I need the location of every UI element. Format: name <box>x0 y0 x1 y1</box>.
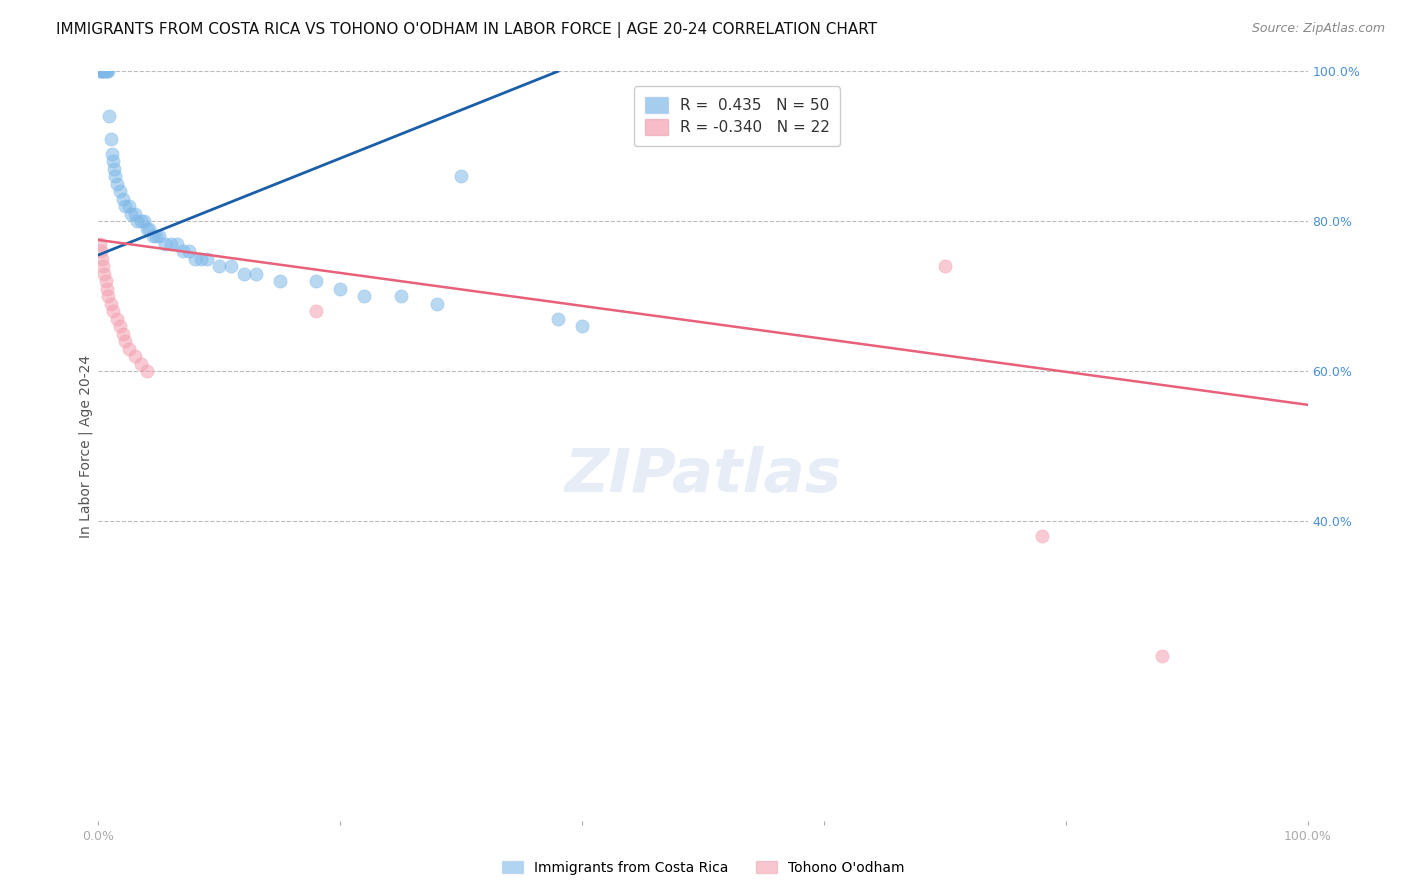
Point <box>101 304 124 318</box>
Point <box>305 304 328 318</box>
Point <box>100 146 122 161</box>
Point <box>134 214 156 228</box>
Point <box>91 259 114 273</box>
Point <box>124 207 146 221</box>
Point <box>101 154 124 169</box>
Point <box>571 319 593 334</box>
Point <box>114 199 136 213</box>
Point <box>91 64 114 78</box>
Point <box>195 252 218 266</box>
Point <box>166 236 188 251</box>
Point <box>91 252 114 266</box>
Point <box>108 319 131 334</box>
Point <box>94 64 117 78</box>
Point <box>934 259 956 273</box>
Point <box>389 289 412 303</box>
Point <box>93 267 115 281</box>
Point <box>135 364 157 378</box>
Point <box>329 282 352 296</box>
Point <box>353 289 375 303</box>
Point <box>269 274 291 288</box>
Point <box>89 64 111 78</box>
Point <box>111 326 134 341</box>
Point <box>90 244 112 259</box>
Point <box>1031 529 1053 543</box>
Point <box>450 169 472 184</box>
Point <box>97 289 120 303</box>
Point <box>120 207 142 221</box>
Point <box>208 259 231 273</box>
Point <box>129 214 152 228</box>
Text: Source: ZipAtlas.com: Source: ZipAtlas.com <box>1251 22 1385 36</box>
Point <box>127 214 149 228</box>
Text: ZIPatlas: ZIPatlas <box>564 447 842 506</box>
Point <box>145 229 167 244</box>
Text: IMMIGRANTS FROM COSTA RICA VS TOHONO O'ODHAM IN LABOR FORCE | AGE 20-24 CORRELAT: IMMIGRANTS FROM COSTA RICA VS TOHONO O'O… <box>56 22 877 38</box>
Point <box>89 236 111 251</box>
Point <box>100 296 122 310</box>
Point <box>97 64 120 78</box>
Point <box>160 236 183 251</box>
Point <box>93 64 115 78</box>
Point <box>98 109 121 123</box>
Point <box>138 221 160 235</box>
Point <box>305 274 328 288</box>
Point <box>91 64 114 78</box>
Point <box>114 334 136 348</box>
Point <box>190 252 212 266</box>
Legend: R =  0.435   N = 50, R = -0.340   N = 22: R = 0.435 N = 50, R = -0.340 N = 22 <box>634 87 841 146</box>
Point <box>245 267 267 281</box>
Point <box>105 311 128 326</box>
Point <box>100 132 122 146</box>
Point <box>96 282 118 296</box>
Point <box>104 169 127 184</box>
Point <box>221 259 243 273</box>
Point <box>108 184 131 198</box>
Point <box>90 64 112 78</box>
Point <box>118 199 141 213</box>
Point <box>129 357 152 371</box>
Point <box>547 311 569 326</box>
Point <box>124 349 146 363</box>
Point <box>105 177 128 191</box>
Point <box>426 296 449 310</box>
Point <box>103 161 125 176</box>
Point <box>1152 648 1174 663</box>
Point <box>142 229 165 244</box>
Point <box>172 244 194 259</box>
Point <box>118 342 141 356</box>
Point <box>148 229 170 244</box>
Point <box>96 64 118 78</box>
Point <box>135 221 157 235</box>
Point <box>153 236 176 251</box>
Point <box>111 192 134 206</box>
Point <box>94 274 117 288</box>
Point <box>184 252 207 266</box>
Point <box>232 267 254 281</box>
Legend: Immigrants from Costa Rica, Tohono O'odham: Immigrants from Costa Rica, Tohono O'odh… <box>496 855 910 880</box>
Y-axis label: In Labor Force | Age 20-24: In Labor Force | Age 20-24 <box>79 354 93 538</box>
Point <box>179 244 201 259</box>
